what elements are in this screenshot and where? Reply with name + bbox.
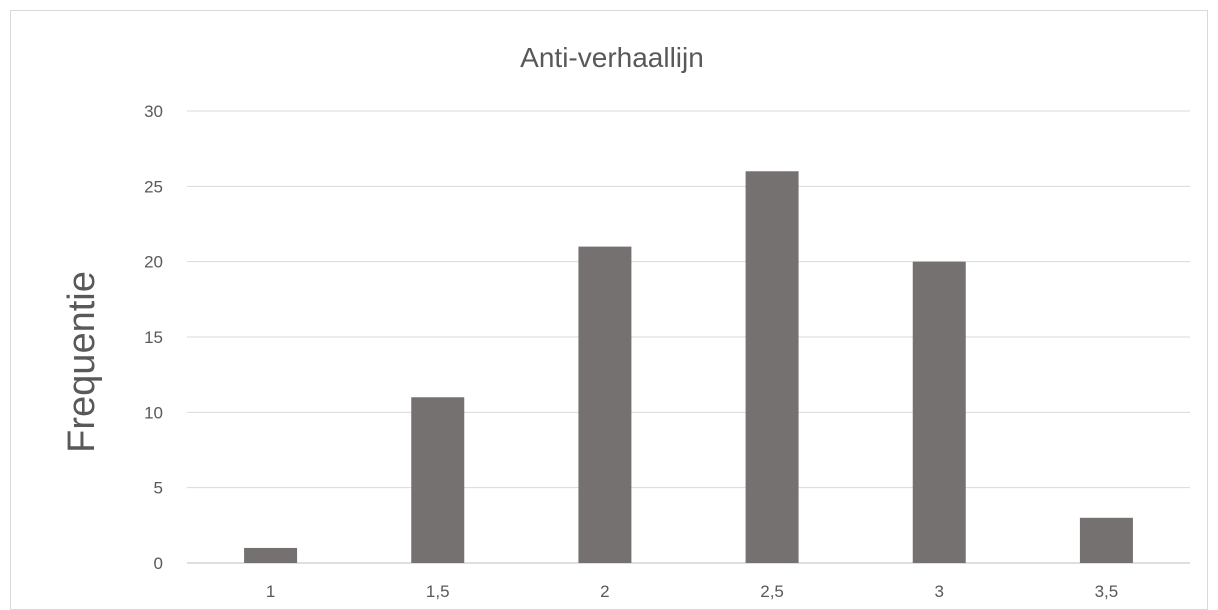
bar [578, 246, 632, 563]
x-tick-label: 2 [600, 582, 609, 601]
y-axis-label: Frequentie [61, 271, 103, 453]
y-tick-label: 30 [144, 102, 163, 121]
bar [1079, 517, 1133, 563]
x-tick-label: 1,5 [426, 582, 450, 601]
y-axis-ticks: 0 5 10 15 20 25 30 [144, 102, 163, 573]
x-tick-label: 3 [935, 582, 944, 601]
x-axis-ticks: 1 1,5 2 2,5 3 3,5 [266, 582, 1118, 601]
bar [745, 171, 799, 563]
y-tick-label: 0 [154, 554, 163, 573]
x-tick-label: 1 [266, 582, 275, 601]
bar [912, 261, 966, 563]
chart-title: Anti-verhaallijn [520, 42, 704, 73]
y-tick-label: 20 [144, 253, 163, 272]
x-tick-label: 2,5 [760, 582, 784, 601]
gridlines [187, 110, 1190, 564]
bar [244, 547, 298, 563]
y-tick-label: 25 [144, 177, 163, 196]
x-tick-label: 3,5 [1095, 582, 1119, 601]
y-tick-label: 5 [154, 479, 163, 498]
bar [411, 397, 465, 563]
bars [244, 171, 1133, 563]
y-tick-label: 10 [144, 403, 163, 422]
y-tick-label: 15 [144, 328, 163, 347]
